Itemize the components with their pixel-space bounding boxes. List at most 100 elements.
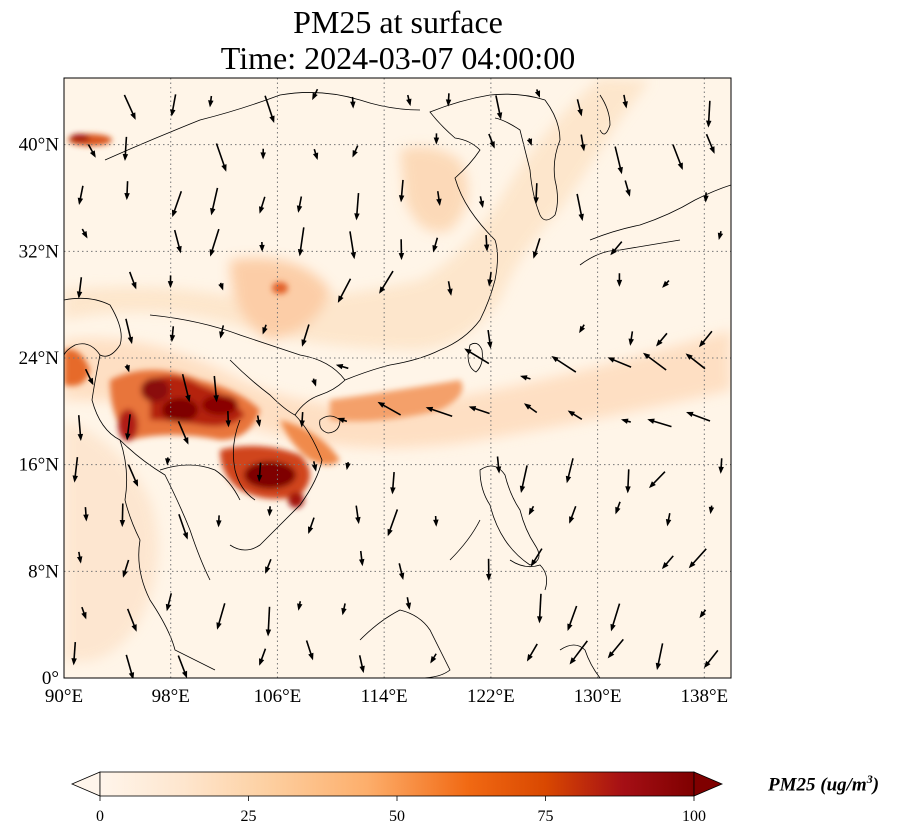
lon-tick-label: 122°E (467, 686, 515, 707)
wind-arrow (210, 187, 219, 216)
wind-arrow (216, 603, 226, 630)
map-frame (63, 77, 732, 679)
wind-arrow (703, 192, 709, 203)
wind-arrow (297, 601, 303, 611)
wind-arrow (717, 231, 724, 241)
wind-arrow (128, 271, 137, 290)
wind-arrow (614, 146, 623, 175)
wind-arrow (181, 374, 191, 403)
wind-arrow (486, 558, 492, 581)
wind-arrow (398, 563, 405, 580)
wind-arrow (579, 324, 586, 334)
wind-arrow (267, 506, 273, 517)
wind-arrow (610, 603, 621, 632)
wind-arrow (208, 95, 214, 108)
lon-tick-label: 98°E (152, 686, 190, 707)
map-subtitle-time: Time: 2024-03-07 04:00:00 (220, 40, 576, 76)
wind-arrow (526, 643, 538, 662)
wind-arrow (83, 507, 89, 522)
wind-arrow (177, 421, 189, 445)
wind-arrow (337, 417, 348, 423)
wind-arrow (615, 501, 621, 515)
wind-arrow (337, 278, 352, 303)
wind-arrow (311, 378, 317, 387)
wind-arrow (387, 509, 399, 537)
wind-arrow (425, 406, 453, 418)
wind-arrow (262, 324, 268, 335)
wind-arrow (76, 551, 83, 564)
wind-arrow (354, 193, 360, 221)
wind-arrow (352, 145, 359, 158)
wind-arrow (495, 95, 503, 120)
wind-arrow (565, 458, 574, 484)
colorbar-tick-label: 100 (682, 808, 706, 825)
wind-arrow (345, 462, 351, 471)
wind-arrow (487, 272, 493, 287)
map-panel (64, 78, 731, 678)
wind-arrow (648, 471, 666, 489)
lon-tick-label: 90°E (45, 686, 83, 707)
wind-arrow (523, 403, 538, 414)
wind-arrow (177, 655, 188, 678)
gridlines (64, 78, 731, 678)
wind-arrow (125, 654, 135, 678)
wind-arrow (699, 609, 707, 619)
wind-arrow (124, 364, 130, 373)
wind-arrow (84, 368, 94, 386)
wind-arrow (625, 469, 631, 494)
wind-arrow (445, 93, 452, 107)
wind-arrow (213, 375, 219, 403)
wind-arrow (256, 462, 263, 483)
wind-arrow (259, 648, 267, 666)
wind-arrow (171, 190, 183, 218)
wind-arrow (301, 324, 310, 347)
colorbar-tick-label: 0 (96, 808, 104, 825)
wind-arrow (358, 550, 365, 567)
wind-arrow (483, 234, 490, 252)
colorbar-tick-label: 50 (389, 808, 405, 825)
wind-arrow (622, 94, 628, 109)
wind-arrow (406, 94, 412, 107)
wind-arrow (576, 99, 583, 117)
colorbar: 0 25 50 75 100 (70, 771, 724, 825)
wind-arrow (688, 548, 707, 569)
wind-arrow (567, 605, 578, 631)
wind-vectors (71, 88, 724, 678)
wind-arrow (534, 89, 541, 98)
wind-arrow (526, 138, 533, 146)
wind-arrow (580, 134, 586, 152)
wind-arrow (225, 411, 231, 428)
lat-tick-label: 8°N (28, 561, 59, 582)
colorbar-extend-max (693, 771, 724, 797)
lat-tick-label: 24°N (19, 348, 60, 369)
wind-arrow (264, 95, 275, 123)
wind-arrow (87, 144, 96, 158)
wind-arrow (311, 461, 318, 472)
pm25-field (64, 78, 731, 662)
wind-arrow (685, 353, 706, 370)
wind-arrow (551, 356, 577, 373)
longitude-axis: 90°E 98°E 106°E 114°E 122°E 130°E 138°E (45, 686, 728, 707)
wind-arrow (530, 548, 543, 567)
wind-arrow (390, 471, 396, 495)
wind-arrow (76, 277, 83, 299)
wind-arrow (312, 88, 319, 101)
wind-arrow (436, 191, 442, 206)
wind-arrow (708, 505, 715, 515)
wind-arrow (167, 275, 174, 289)
wind-arrow (296, 196, 303, 213)
wind-arrow (125, 318, 134, 345)
wind-arrow (432, 237, 439, 253)
wind-arrow (447, 281, 453, 296)
wind-arrow (705, 100, 712, 128)
wind-arrow (125, 414, 131, 441)
wind-arrow (350, 96, 356, 109)
wind-arrow (305, 640, 314, 661)
wind-arrow (610, 241, 623, 256)
wind-arrow (209, 228, 220, 257)
wind-arrow (576, 193, 584, 222)
wind-arrow (259, 241, 265, 252)
wind-arrow (621, 418, 631, 424)
wind-arrow (355, 505, 361, 525)
wind-arrow (569, 640, 588, 665)
